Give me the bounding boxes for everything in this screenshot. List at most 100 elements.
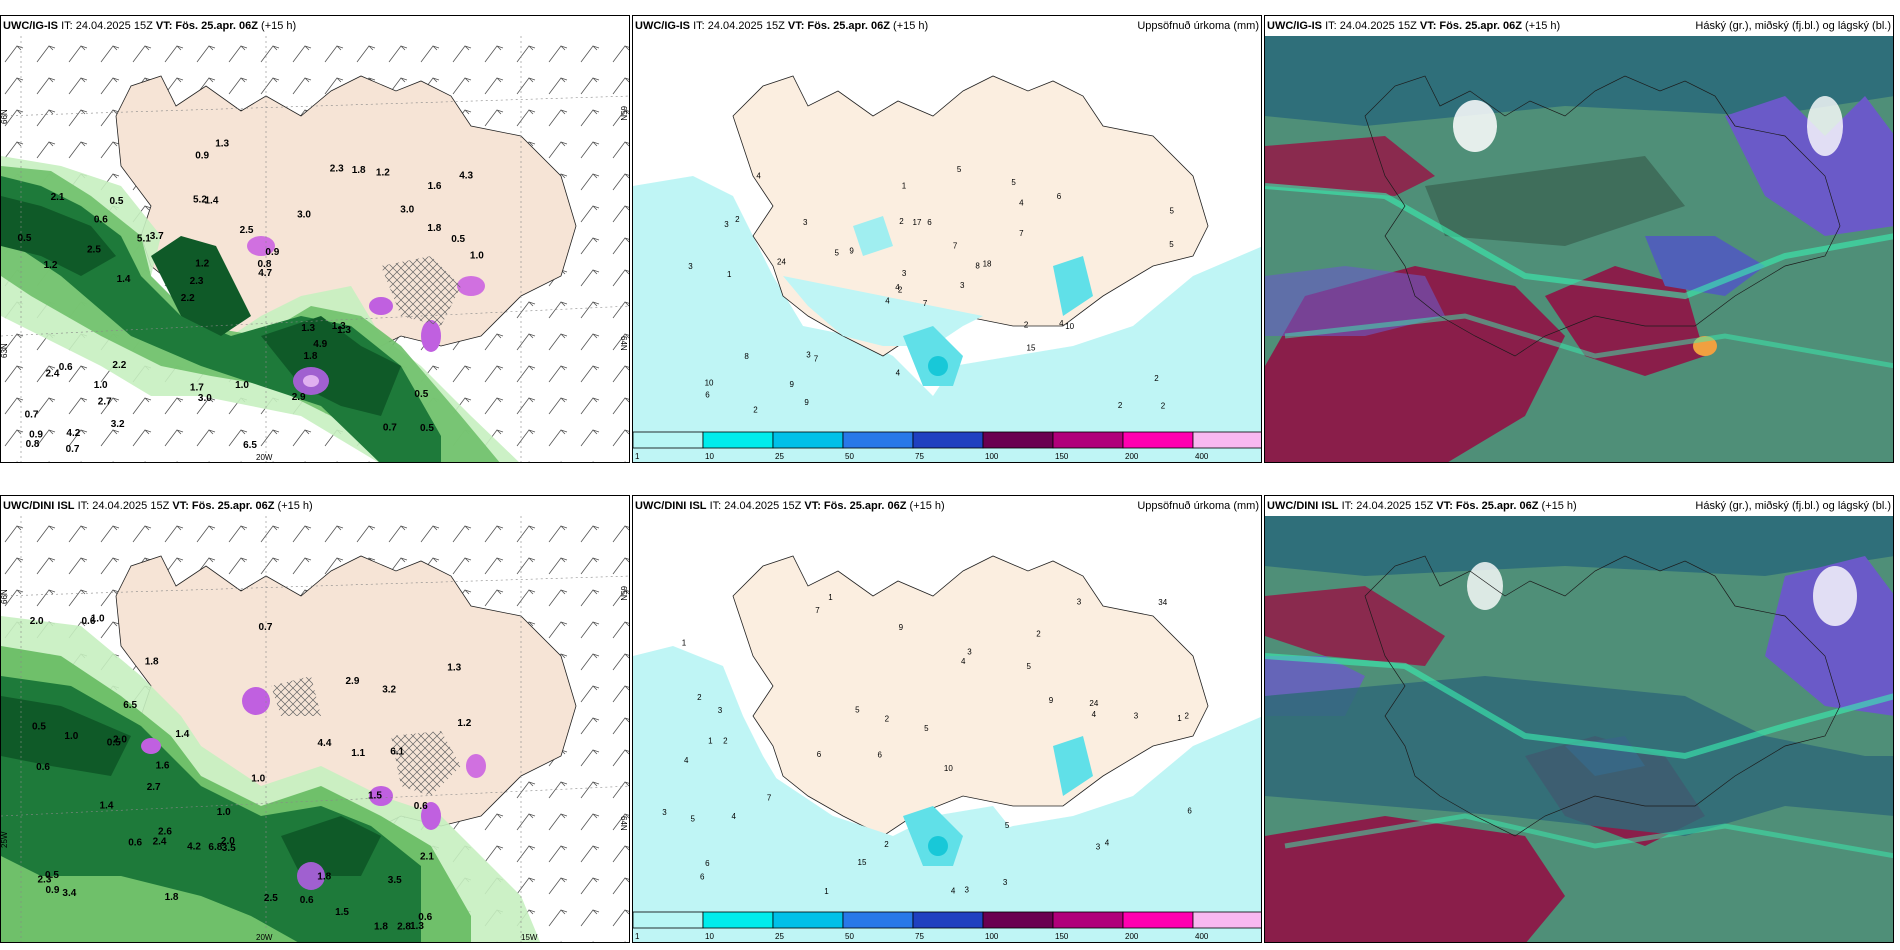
lead-time: (+15 h) xyxy=(261,20,297,32)
colorbar-tick: 200 xyxy=(1125,932,1139,941)
value-label: 1.6 xyxy=(156,760,170,771)
value-label: 2 xyxy=(1185,711,1190,720)
valid-time: Fös. 25.apr. 06Z xyxy=(807,20,890,32)
value-label: 8 xyxy=(744,352,749,361)
value-label: 10 xyxy=(705,379,714,388)
value-label: 5 xyxy=(1005,821,1010,830)
value-label: 0.5 xyxy=(18,233,32,244)
model-label: UWC/IG-IS xyxy=(635,20,690,32)
value-label: 4.2 xyxy=(187,842,201,853)
value-label: 1.0 xyxy=(94,380,108,391)
value-label: 7 xyxy=(815,606,820,615)
value-label: 0.7 xyxy=(259,622,273,633)
value-label: 5 xyxy=(855,705,860,714)
colorbar-swatch xyxy=(1052,431,1124,449)
value-label: 2.0 xyxy=(30,616,44,627)
init-time: IT: 24.04.2025 15Z xyxy=(693,20,785,32)
value-label: 4 xyxy=(951,887,956,896)
value-label: 6 xyxy=(878,750,883,759)
valid-time: Fös. 25.apr. 06Z xyxy=(175,20,258,32)
value-label: 0.8 xyxy=(26,439,40,450)
value-label: 4 xyxy=(1092,710,1097,719)
value-label: 7 xyxy=(923,299,928,308)
colorbar-tick: 25 xyxy=(775,932,784,941)
value-label: 2.4 xyxy=(46,368,60,379)
value-label: 4.7 xyxy=(258,268,272,279)
value-label: 1.8 xyxy=(427,223,441,234)
wind-map: 66N 63N 20W 65N 64N 0.5 1.2 1.6 2.2 3.0 4.2 5.… xyxy=(1,36,629,462)
value-label: 4 xyxy=(684,756,689,765)
init-time: IT: 24.04.2025 15Z xyxy=(61,20,153,32)
value-label: 3 xyxy=(803,218,808,227)
value-label: 0.9 xyxy=(265,247,279,258)
value-label: 6 xyxy=(705,859,710,868)
colorbar-swatch xyxy=(912,431,984,449)
value-label: 6 xyxy=(700,873,705,882)
value-label: 2 xyxy=(899,217,904,226)
value-label: 1 xyxy=(824,887,829,896)
value-label: 24 xyxy=(1089,699,1098,708)
value-label: 3 xyxy=(688,262,693,271)
value-label: 1.3 xyxy=(337,325,351,336)
value-label: 1.0 xyxy=(217,807,231,818)
model-label: UWC/IG-IS xyxy=(3,20,58,32)
colorbar-tick: 150 xyxy=(1055,452,1069,461)
value-label: 2.1 xyxy=(420,851,434,862)
value-label: 5.1 xyxy=(137,233,151,244)
value-label: 2 xyxy=(898,286,903,295)
value-label: 0.6 xyxy=(94,214,108,225)
iceland-outline xyxy=(1364,555,1841,837)
value-label: 0.6 xyxy=(128,838,142,849)
iceland-outline xyxy=(1364,75,1841,357)
value-label: 1.0 xyxy=(251,773,265,784)
value-label: 9 xyxy=(1049,696,1054,705)
value-label: 0.6 xyxy=(36,762,50,773)
value-label: 1 xyxy=(902,182,907,191)
value-label: 1.2 xyxy=(44,260,58,271)
value-label: 2 xyxy=(735,215,740,224)
panel-cloud-top: UWC/IG-IS IT: 24.04.2025 15Z VT: Fös. 25… xyxy=(1264,15,1894,463)
value-label: 3 xyxy=(1003,878,1008,887)
value-label: 1.2 xyxy=(195,259,209,270)
value-label: 3 xyxy=(724,220,729,229)
value-label: 1.1 xyxy=(351,748,365,759)
value-label: 1.2 xyxy=(376,168,390,179)
value-label: 0.5 xyxy=(420,423,434,434)
lead-time: (+15 h) xyxy=(277,500,313,512)
value-label: 2.7 xyxy=(147,782,161,793)
value-label: 1.5 xyxy=(335,907,349,918)
precip-colorbar: 1 10 25 50 75 100 150 200 400 xyxy=(633,431,1261,461)
value-label: 17 xyxy=(913,218,922,227)
value-label: 1.3 xyxy=(332,321,346,332)
colorbar-tick: 25 xyxy=(775,452,784,461)
precip-title: Uppsöfnuð úrkoma (mm) xyxy=(1137,20,1259,32)
value-label: 34 xyxy=(1158,598,1167,607)
value-label: 4 xyxy=(896,369,901,378)
value-label: 0.7 xyxy=(25,410,39,421)
value-label: 2.2 xyxy=(181,293,195,304)
value-label: 6 xyxy=(1187,806,1192,815)
colorbar-swatch xyxy=(772,911,844,929)
colorbar-swatch xyxy=(912,911,984,929)
value-label: 1 xyxy=(828,593,833,602)
value-label: 0.7 xyxy=(383,423,397,434)
panel-header: UWC/IG-IS IT: 24.04.2025 15Z VT: Fös. 25… xyxy=(1265,16,1893,36)
lon-label: 20W xyxy=(256,453,273,462)
value-label: 2.5 xyxy=(240,225,254,236)
model-label: UWC/DINI ISL xyxy=(3,500,75,512)
value-label: 1.0 xyxy=(91,614,105,625)
value-label: 4 xyxy=(961,657,966,666)
value-label: 3 xyxy=(662,808,667,817)
value-label: 3 xyxy=(967,648,972,657)
valid-label: VT: xyxy=(1419,20,1437,32)
value-label: 2.8 xyxy=(397,922,411,933)
panel-wind-bottom: UWC/DINI ISL IT: 24.04.2025 15Z VT: Fös.… xyxy=(0,495,630,943)
value-label: 3.7 xyxy=(150,231,164,242)
value-label: 2 xyxy=(1024,321,1029,330)
value-label: 3 xyxy=(965,886,970,895)
lat-label: 65N xyxy=(619,106,628,121)
value-label: 4 xyxy=(1105,838,1110,847)
precip-title: Uppsöfnuð úrkoma (mm) xyxy=(1137,500,1259,512)
value-label: 3.5 xyxy=(388,875,402,886)
value-label: 3 xyxy=(960,281,965,290)
